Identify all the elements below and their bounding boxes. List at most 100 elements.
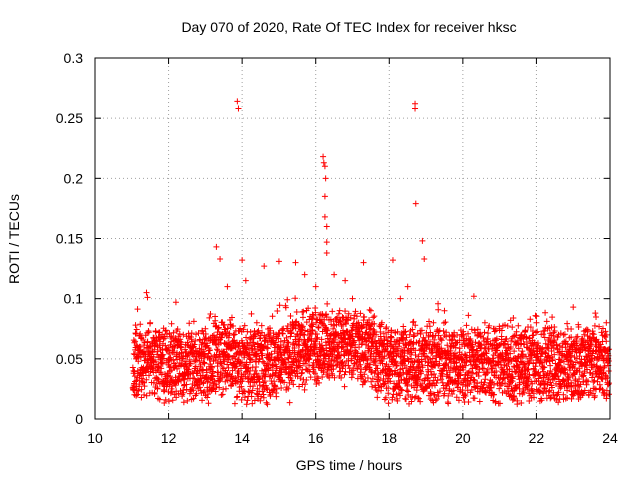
data-point	[159, 360, 166, 367]
data-point	[431, 336, 438, 343]
data-point-peak	[603, 319, 610, 326]
data-point	[537, 359, 544, 366]
data-point	[243, 401, 250, 408]
data-point-peak	[360, 259, 367, 266]
data-point	[199, 397, 206, 404]
x-tick-label: 12	[161, 430, 177, 446]
data-point	[551, 337, 558, 344]
data-point-peak	[224, 283, 231, 290]
data-point	[210, 368, 217, 375]
data-point	[187, 360, 194, 367]
data-point	[481, 379, 488, 386]
data-point	[249, 356, 256, 363]
data-point	[523, 353, 530, 360]
data-point	[260, 379, 267, 386]
data-point	[252, 333, 259, 340]
data-point	[433, 379, 440, 386]
data-point	[488, 384, 495, 391]
data-point	[295, 341, 302, 348]
data-point	[284, 296, 291, 303]
data-point	[426, 318, 433, 325]
data-point	[469, 370, 476, 377]
data-point	[137, 321, 144, 328]
data-point	[328, 321, 335, 328]
data-point	[394, 328, 401, 335]
data-point	[419, 380, 426, 387]
data-point	[132, 322, 139, 329]
data-point	[526, 397, 533, 404]
data-point	[509, 324, 516, 331]
data-point	[393, 347, 400, 354]
data-point	[201, 351, 208, 358]
data-point	[307, 374, 314, 381]
data-point	[431, 371, 438, 378]
data-point	[299, 323, 306, 330]
data-point	[269, 313, 276, 320]
data-point	[345, 310, 352, 317]
data-point-peak	[253, 319, 260, 326]
data-point	[174, 326, 181, 333]
data-point	[370, 314, 377, 321]
data-point	[418, 327, 425, 334]
data-point-peak	[544, 325, 551, 332]
data-point	[329, 308, 336, 315]
data-point	[296, 336, 303, 343]
data-point	[537, 388, 544, 395]
data-point	[138, 394, 145, 401]
data-point	[589, 374, 596, 381]
data-point	[180, 399, 187, 406]
data-point	[137, 330, 144, 337]
data-point	[413, 387, 420, 394]
data-point	[241, 352, 248, 359]
data-point	[318, 336, 325, 343]
data-point	[348, 327, 355, 334]
data-point	[169, 388, 176, 395]
data-point	[353, 313, 360, 320]
data-point	[493, 368, 500, 375]
data-point	[216, 384, 223, 391]
data-point	[168, 385, 175, 392]
data-point	[532, 363, 539, 370]
data-point	[236, 360, 243, 367]
data-point	[561, 365, 568, 372]
data-point	[162, 342, 169, 349]
data-point	[212, 317, 219, 324]
data-point	[320, 369, 327, 376]
data-point	[166, 398, 172, 405]
data-point	[209, 386, 216, 393]
data-point	[565, 380, 572, 387]
data-point	[459, 356, 466, 363]
data-point	[584, 366, 591, 373]
data-point	[281, 356, 288, 363]
data-point	[256, 356, 263, 363]
data-point	[483, 350, 490, 357]
data-point	[605, 367, 612, 374]
data-point	[541, 385, 548, 392]
data-point	[251, 397, 258, 404]
data-point-peak	[242, 277, 249, 284]
data-point	[275, 335, 282, 342]
data-point	[417, 367, 424, 374]
data-point-peak	[518, 331, 525, 338]
data-point	[417, 331, 424, 338]
data-point	[132, 378, 139, 385]
data-point	[222, 385, 229, 392]
data-point-peak	[323, 223, 330, 230]
data-point	[264, 401, 271, 408]
data-point	[471, 377, 478, 384]
data-point-peak	[322, 175, 329, 182]
data-point	[133, 326, 140, 333]
x-tick-label: 24	[602, 430, 618, 446]
data-point	[336, 317, 343, 324]
data-point	[366, 306, 373, 313]
data-point	[459, 387, 466, 394]
data-point	[342, 321, 349, 328]
data-point-peak	[378, 319, 385, 326]
data-point	[352, 308, 359, 315]
data-point	[257, 397, 264, 404]
data-point	[426, 323, 433, 330]
y-tick-label: 0.1	[64, 291, 84, 307]
data-point-peak	[147, 319, 154, 326]
data-point	[502, 380, 509, 387]
data-point	[429, 355, 436, 362]
